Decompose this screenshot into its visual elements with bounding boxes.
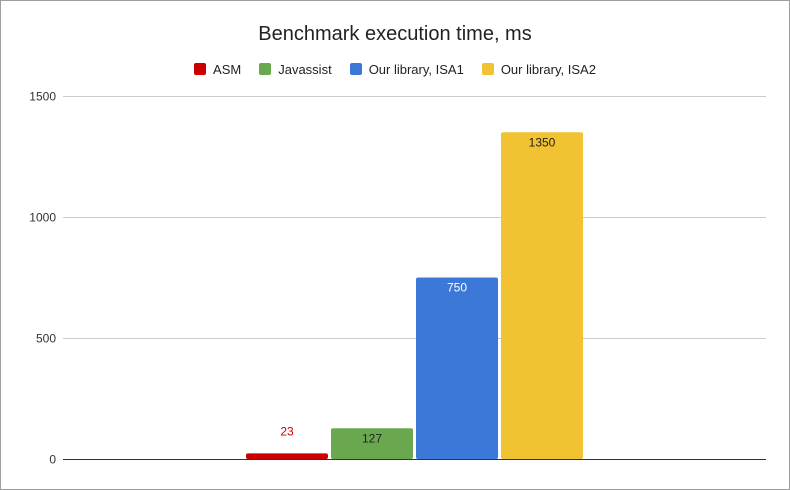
legend-label: Our library, ISA2 bbox=[500, 61, 596, 77]
y-tick-label: 1000 bbox=[29, 211, 56, 225]
legend-item-asm: ASM bbox=[194, 62, 241, 77]
data-label-asm: 23 bbox=[280, 424, 294, 438]
y-tick-label: 1500 bbox=[29, 90, 56, 104]
legend-swatch bbox=[259, 63, 272, 75]
chart-title: Benchmark execution time, ms bbox=[258, 23, 532, 45]
legend-item-javassist: Javassist bbox=[259, 61, 332, 77]
bar-asm bbox=[246, 453, 328, 459]
data-label-our-library-isa2: 1350 bbox=[529, 135, 556, 149]
legend-label: ASM bbox=[213, 61, 242, 77]
legend-label: Our library, ISA1 bbox=[368, 61, 464, 77]
chart-legend: ASM Javassist Our library, ISA1 Our library… bbox=[1, 59, 789, 79]
data-label-our-library-isa1: 750 bbox=[447, 281, 467, 295]
y-tick-label: 500 bbox=[36, 332, 56, 346]
legend-item-our-library-isa1: Our library, ISA1 bbox=[349, 61, 464, 77]
legend-swatch bbox=[349, 63, 362, 75]
bar-our-library-isa2 bbox=[501, 132, 583, 460]
legend-label: Javassist bbox=[278, 61, 332, 77]
legend-swatch bbox=[481, 63, 494, 75]
data-label-javassist: 127 bbox=[362, 431, 382, 445]
y-tick-label: 0 bbox=[49, 453, 56, 467]
legend-swatch bbox=[194, 63, 207, 75]
bar-our-library-isa1 bbox=[416, 277, 498, 459]
bar-javassist bbox=[331, 428, 413, 459]
legend-item-our-library-isa2: Our library, ISA2 bbox=[481, 61, 596, 77]
